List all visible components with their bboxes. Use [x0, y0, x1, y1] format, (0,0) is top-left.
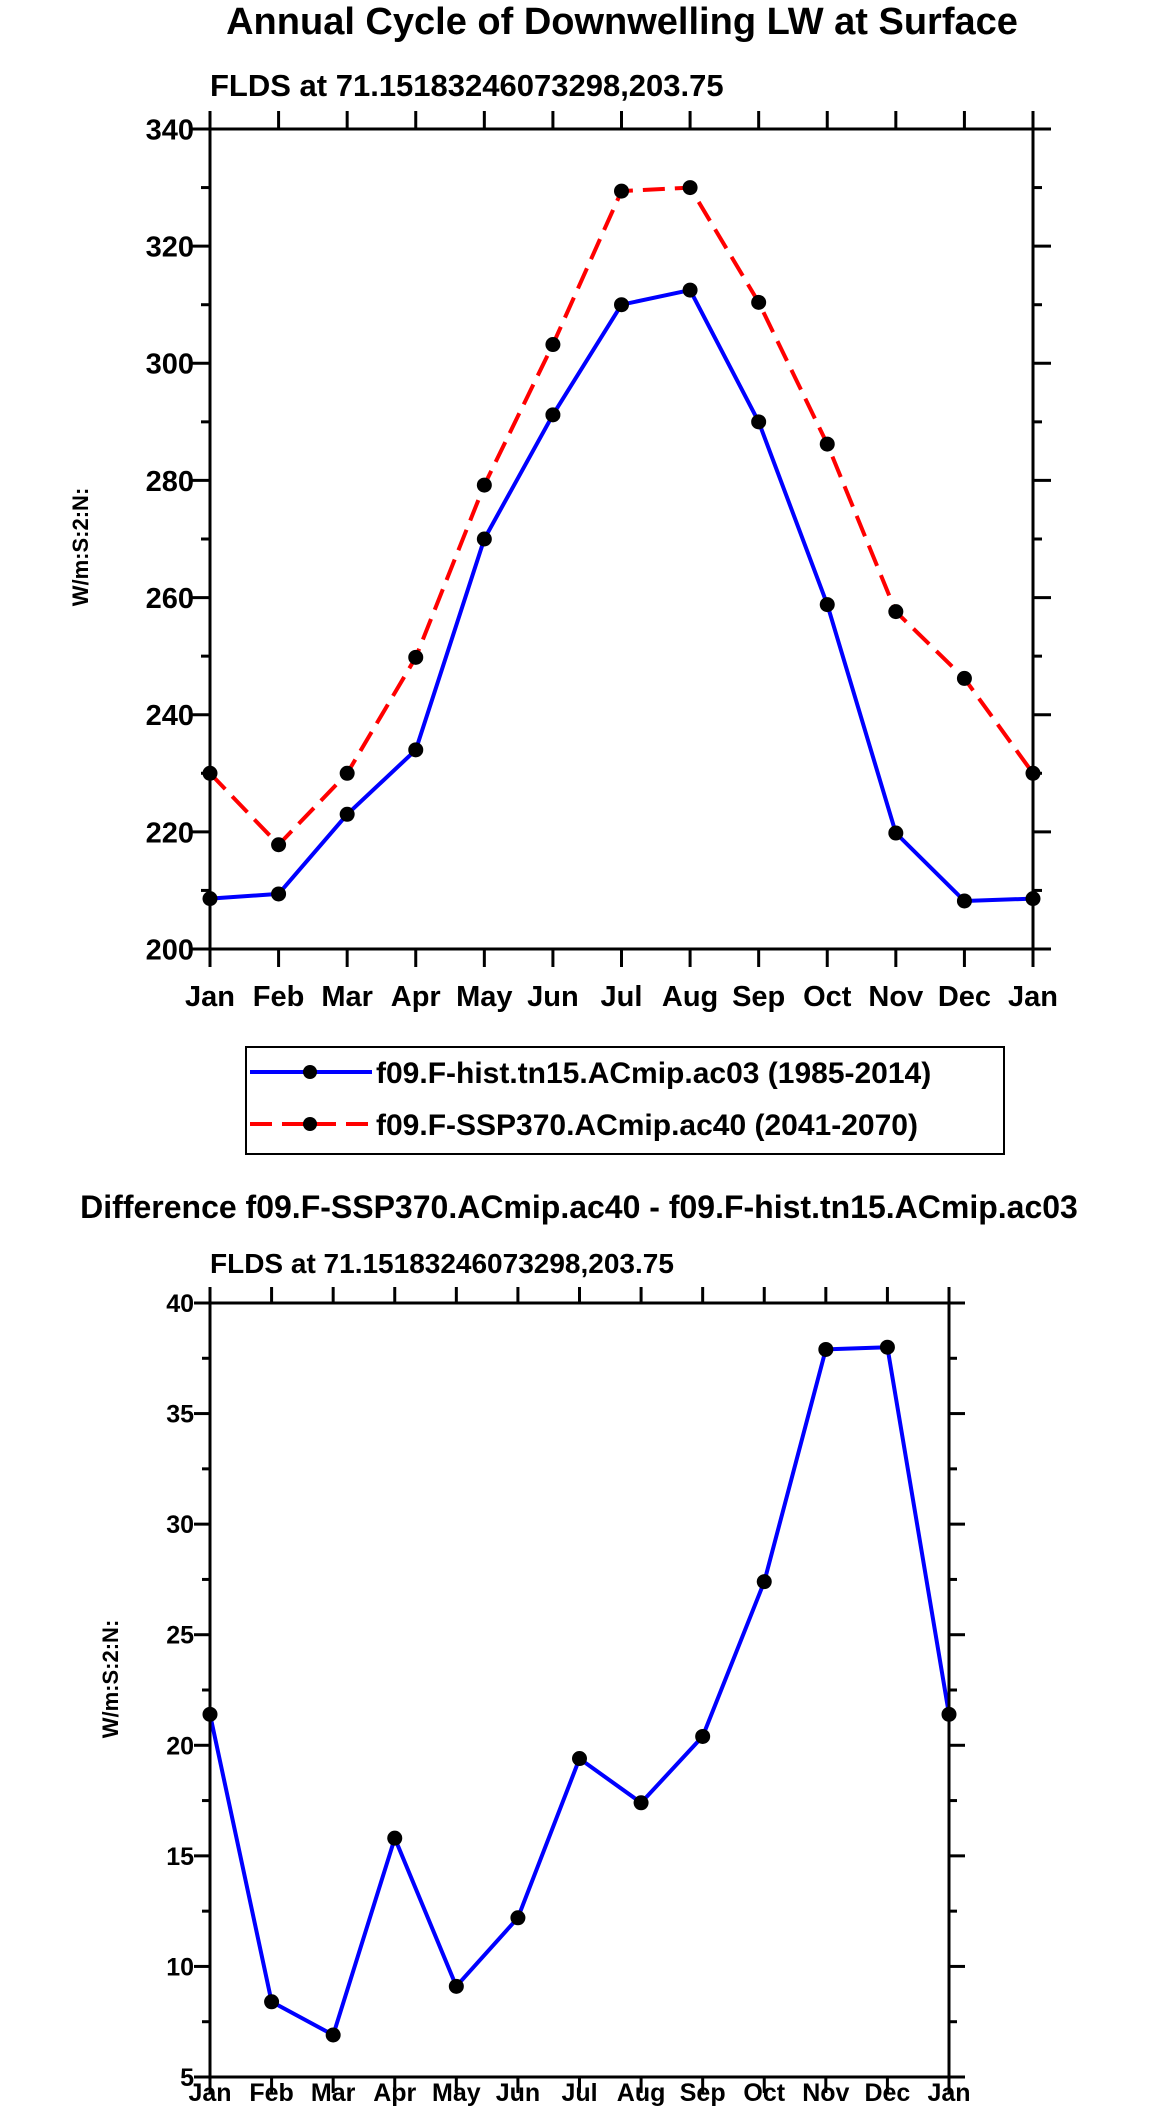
chart1-ytick-label: 200 [146, 934, 194, 966]
chart1-xtick-label: Oct [803, 981, 852, 1013]
chart1-point-s2 [271, 837, 287, 853]
chart2-xtick-label: Jun [496, 2079, 540, 2107]
chart1-xtick-label: Jan [1008, 981, 1058, 1013]
chart1-xtick-label: Jul [601, 981, 643, 1013]
chart1-series-line-2 [208, 185, 1035, 847]
chart1-point-s2 [819, 436, 835, 452]
chart1-point-s1 [271, 886, 287, 902]
chart2-ytick-label: 35 [166, 1401, 194, 1429]
chart2-xtick-label: Jan [188, 2079, 231, 2107]
chart2-point-s1 [818, 1341, 834, 1357]
chart1-subtitle: FLDS at 71.15183246073298,203.75 [210, 68, 724, 103]
chart2-xtick-label: Nov [802, 2079, 849, 2107]
chart2-ytick-label: 10 [166, 1953, 194, 1981]
chart1-title: Annual Cycle of Downwelling LW at Surfac… [226, 1, 1018, 43]
chart1-xtick-label: Aug [662, 981, 718, 1013]
chart1-series-line-1 [209, 288, 1034, 903]
chart1-point-s1 [476, 531, 492, 547]
chart1-plot-frame [208, 127, 1035, 951]
chart1-ytick-label: 240 [146, 700, 194, 732]
chart2-xtick-label: Aug [617, 2079, 666, 2107]
chart1-ytick-label: 220 [146, 817, 194, 849]
chart2-point-s1 [695, 1728, 711, 1744]
chart2-xtick-label: Mar [311, 2079, 356, 2107]
chart1-point-s1 [751, 414, 767, 430]
chart1-point-s1 [339, 806, 355, 822]
chart2-xtick-label: May [432, 2079, 481, 2107]
chart2-xtick-label: Sep [680, 2079, 726, 2107]
chart2-point-s1 [633, 1795, 649, 1811]
chart2-ylabel: W/m:S:2:N: [98, 1620, 123, 1739]
chart1-ytick-label: 320 [146, 232, 194, 264]
chart1-xtick-label: Nov [868, 981, 923, 1013]
chart2-title: Difference f09.F-SSP370.ACmip.ac40 - f09… [80, 1189, 1078, 1225]
chart1-point-s2 [888, 604, 904, 620]
chart1-point-s1 [614, 297, 629, 313]
chart1-xtick-label: Apr [391, 981, 441, 1013]
chart2-ytick-label: 20 [166, 1732, 194, 1760]
chart2-xtick-label: Jan [927, 2079, 970, 2107]
chart1-ytick-label: 280 [146, 466, 194, 498]
chart1-point-s2 [339, 765, 355, 781]
legend-marker-hist [303, 1065, 317, 1079]
chart1-point-s1 [888, 825, 904, 841]
chart2-point-s1 [756, 1574, 772, 1590]
chart2-point-s1 [510, 1910, 526, 1926]
chart1-xtick-label: Sep [732, 981, 785, 1013]
chart2-xtick-label: Apr [373, 2079, 416, 2107]
chart1-xtick-label: May [456, 981, 512, 1013]
chart1-ylabel: W/m:S:2:N: [68, 488, 93, 607]
chart1-ytick-label: 260 [146, 583, 194, 615]
chart2-xtick-label: Jul [561, 2079, 597, 2107]
chart1-xtick-label: Jun [527, 981, 579, 1013]
legend-label-ssp: f09.F-SSP370.ACmip.ac40 (2041-2070) [376, 1109, 918, 1142]
chart2-point-s1 [264, 1994, 280, 2010]
chart2-point-s1 [879, 1339, 895, 1355]
chart1-xtick-label: Feb [253, 981, 305, 1013]
chart2-point-s1 [572, 1751, 587, 1767]
chart1-xtick-label: Dec [938, 981, 991, 1013]
chart2-series-line-1 [208, 1345, 951, 2037]
chart2-plot-frame [208, 1301, 951, 2079]
legend-marker-ssp [303, 1117, 317, 1131]
legend-label-hist: f09.F-hist.tn15.ACmip.ac03 (1985-2014) [376, 1057, 931, 1090]
chart1-legend: f09.F-hist.tn15.ACmip.ac03 (1985-2014) f… [245, 1046, 1005, 1155]
chart1-ytick-label: 300 [146, 349, 194, 381]
chart2-point-s1 [325, 2027, 341, 2043]
chart1-point-s1 [682, 282, 698, 298]
chart1-point-s2 [408, 649, 424, 665]
chart1-point-s2 [614, 183, 629, 199]
chart2-ytick-label: 30 [166, 1511, 194, 1539]
chart1-point-s2 [682, 180, 698, 196]
chart1-point-s2 [956, 670, 972, 686]
chart1-point-s2 [476, 477, 492, 493]
chart2-xtick-label: Dec [864, 2079, 910, 2107]
chart1-point-s1 [545, 407, 561, 423]
chart2-ytick-label: 25 [166, 1622, 194, 1650]
chart1-point-s1 [956, 893, 972, 909]
chart1-xtick-label: Jan [185, 981, 235, 1013]
chart1-point-s2 [545, 337, 561, 353]
chart2-subtitle: FLDS at 71.15183246073298,203.75 [210, 1248, 674, 1279]
chart2-ytick-label: 40 [166, 1290, 194, 1318]
chart1-ytick-label: 340 [146, 114, 194, 146]
chart1-xtick-label: Mar [321, 981, 373, 1013]
chart1-point-s2 [751, 294, 767, 310]
chart1-point-s1 [819, 597, 835, 613]
chart2-ytick-label: 15 [166, 1843, 194, 1871]
chart1-point-s1 [408, 742, 424, 758]
chart2-point-s1 [387, 1830, 403, 1846]
chart2-point-s1 [448, 1978, 464, 1994]
chart2-ytick-label: 5 [180, 2064, 194, 2092]
chart2-xtick-label: Feb [249, 2079, 293, 2107]
legend-box [245, 1046, 1005, 1155]
chart2-xtick-label: Oct [743, 2079, 785, 2107]
